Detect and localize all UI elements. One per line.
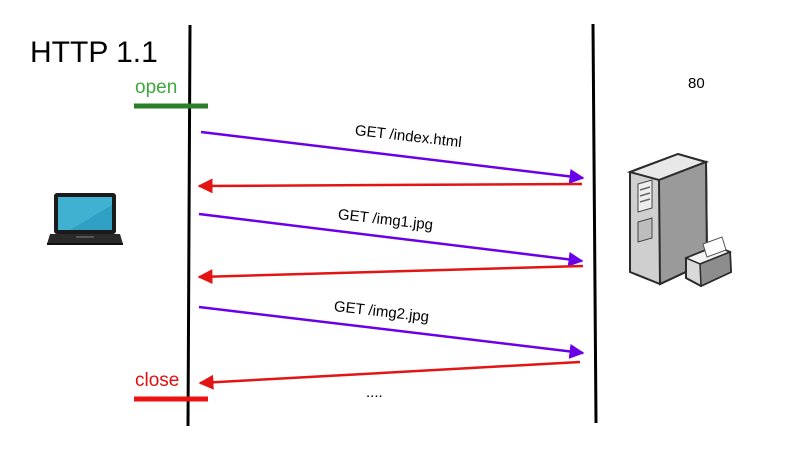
client-lifeline (186, 24, 192, 427)
diagram-title: HTTP 1.1 (30, 36, 158, 69)
port-label: 80 (688, 75, 705, 92)
request-arrow-img1 (198, 212, 584, 267)
request-arrow-img2 (198, 305, 585, 359)
response-arrow-img2 (198, 360, 581, 390)
open-label: open (135, 77, 178, 98)
response-arrow-index (197, 178, 583, 194)
ellipsis-label: .... (366, 384, 383, 401)
laptop-icon (47, 193, 123, 245)
server-tower-icon (626, 152, 733, 288)
response-arrow-img1 (197, 264, 584, 285)
close-label: close (135, 370, 180, 391)
request-arrow-index (200, 130, 585, 184)
server-lifeline (591, 23, 598, 424)
